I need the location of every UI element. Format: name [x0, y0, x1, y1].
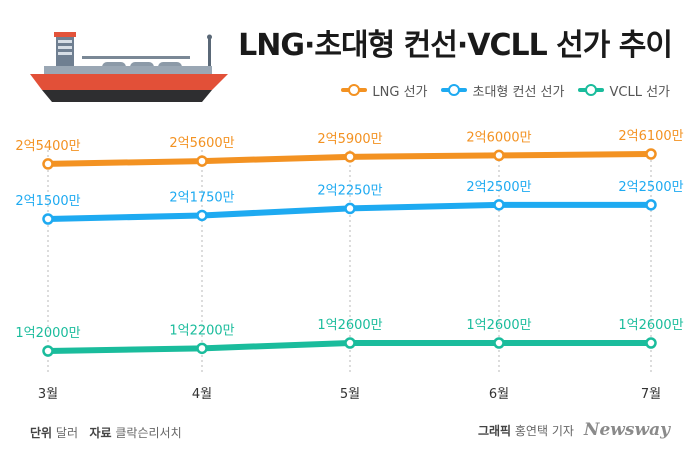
unit-label: 단위: [30, 426, 53, 440]
data-label: 2억1500만: [15, 194, 80, 209]
data-point: [645, 337, 657, 349]
legend-item: LNG 선가: [341, 81, 427, 100]
data-label: 1억2000만: [15, 326, 80, 341]
brand-logo: Newsway: [583, 420, 670, 440]
data-label: 2억2250만: [317, 183, 382, 198]
unit-value: 달러: [55, 426, 79, 440]
data-point: [645, 199, 657, 211]
unit-source-note: 단위 달러 자료 클락슨리서치: [30, 424, 182, 441]
legend-swatch: [341, 84, 368, 96]
data-label: 2억5600만: [169, 136, 234, 151]
data-point: [42, 158, 54, 170]
x-tick-label: 7월: [641, 387, 661, 402]
data-label: 2억5900만: [317, 132, 382, 147]
legend-item: VCLL 선가: [578, 81, 670, 100]
legend-item: 초대형 컨선 선가: [441, 81, 564, 100]
data-point: [493, 149, 505, 162]
data-label: 1억2600만: [466, 318, 531, 333]
data-label: 1억2200만: [169, 323, 234, 338]
x-tick-label: 6월: [489, 387, 509, 402]
legend-swatch: [578, 84, 605, 96]
data-point: [42, 345, 54, 357]
data-label: 2억6000만: [466, 130, 531, 145]
legend-label: 초대형 컨선 선가: [472, 84, 565, 100]
data-point: [344, 202, 356, 215]
data-label: 2억1750만: [169, 190, 234, 205]
x-tick-label: 3월: [38, 387, 58, 402]
data-label: 2억5400만: [15, 139, 80, 154]
data-label: 1억2600만: [618, 318, 683, 333]
chart-title: LNG·초대형 컨선·VCLL 선가 추이: [238, 28, 673, 63]
credit-label: 그래픽: [477, 424, 512, 438]
data-point: [344, 151, 356, 163]
data-point: [196, 155, 208, 167]
credit-block: 그래픽 홍연택 기자 Newsway: [478, 420, 670, 440]
data-label: 2억2500만: [466, 180, 531, 195]
data-label: 1억2600만: [317, 318, 382, 333]
data-point: [493, 337, 505, 349]
credit-line: 그래픽 홍연택 기자: [478, 422, 574, 439]
data-point: [344, 337, 356, 349]
legend-label: VCLL 선가: [609, 84, 670, 100]
ship-icon: [30, 32, 228, 102]
credit-value: 홍연택 기자: [514, 424, 574, 438]
x-tick-label: 5월: [340, 387, 360, 402]
data-label: 2억2500만: [618, 180, 683, 195]
data-point: [196, 342, 208, 355]
data-point: [645, 148, 657, 160]
legend-label: LNG 선가: [372, 84, 428, 100]
chart-legend: LNG 선가 초대형 컨선 선가 VCLL 선가: [341, 80, 670, 100]
source-label: 자료: [89, 426, 112, 440]
x-tick-label: 4월: [192, 387, 212, 402]
data-point: [196, 209, 208, 222]
data-point: [493, 199, 505, 211]
legend-swatch: [441, 84, 468, 96]
data-label: 2억6100만: [618, 129, 683, 144]
source-value: 클락슨리서치: [115, 426, 182, 440]
data-point: [42, 213, 54, 225]
